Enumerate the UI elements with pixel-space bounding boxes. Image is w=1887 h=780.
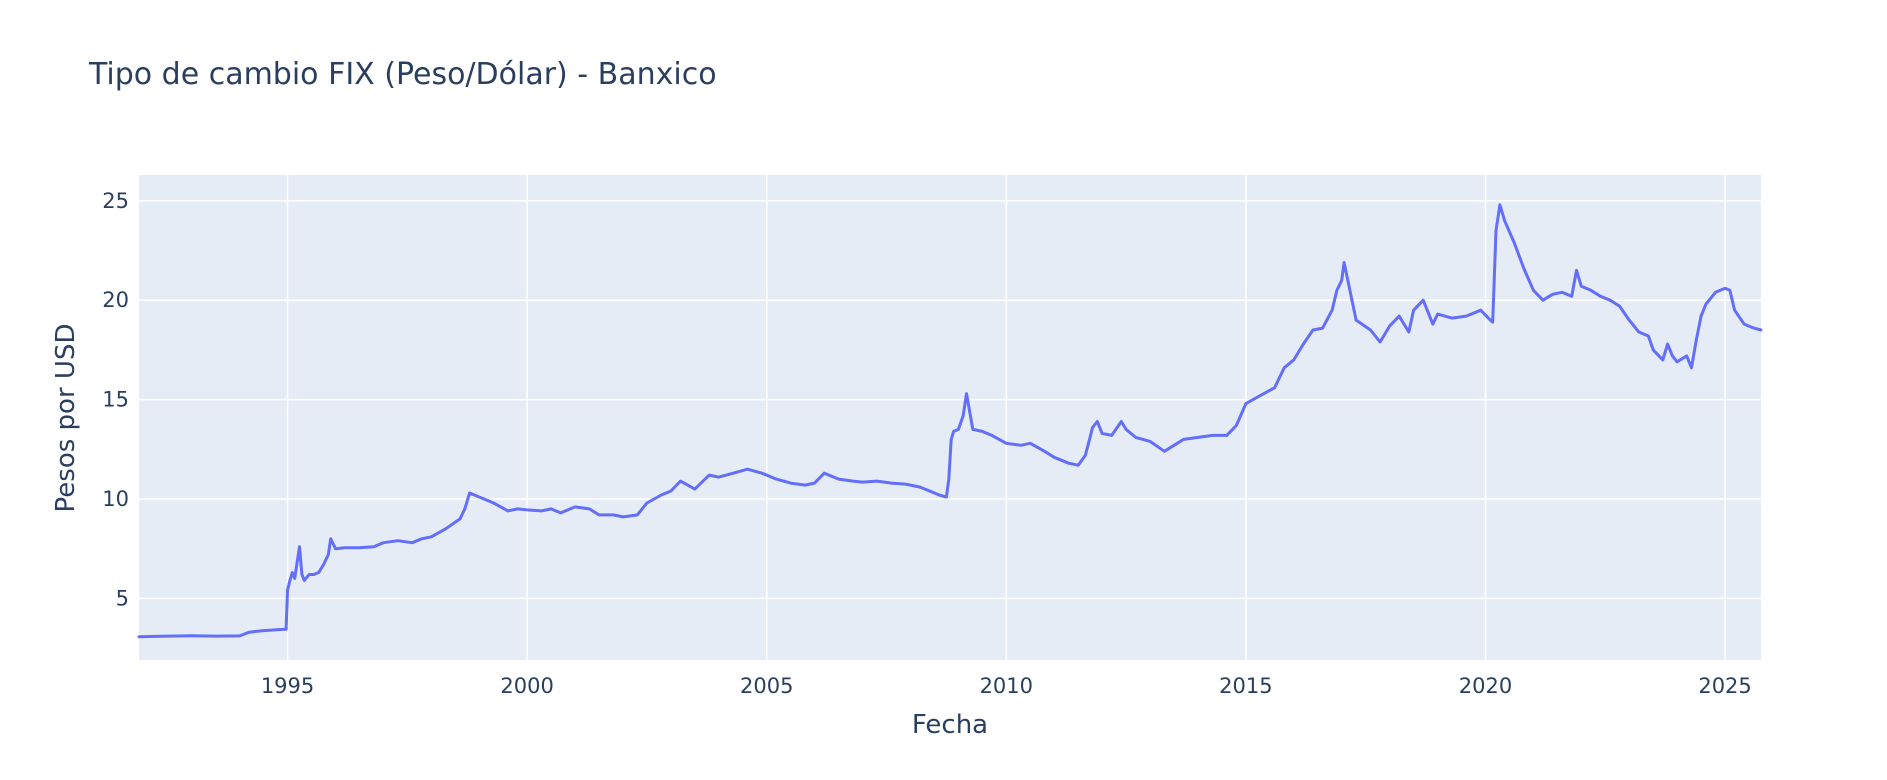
x-tick-label: 2005 bbox=[740, 674, 793, 698]
grid-lines bbox=[139, 175, 1761, 660]
y-tick-label: 25 bbox=[102, 189, 129, 213]
y-tick-label: 20 bbox=[102, 288, 129, 312]
series-line bbox=[137, 203, 1763, 639]
y-tick-label: 15 bbox=[102, 388, 129, 412]
x-axis-title: Fecha bbox=[912, 710, 988, 740]
x-tick-label: 1995 bbox=[261, 674, 314, 698]
x-tick-label: 2015 bbox=[1219, 674, 1272, 698]
y-tick-label: 5 bbox=[116, 586, 129, 610]
x-tick-label: 2025 bbox=[1698, 674, 1751, 698]
series-layer bbox=[137, 203, 1763, 639]
chart-title: Tipo de cambio FIX (Peso/Dólar) - Banxic… bbox=[88, 57, 717, 92]
y-axis-title: Pesos por USD bbox=[51, 324, 81, 513]
y-tick-label: 10 bbox=[102, 487, 129, 511]
plot-area bbox=[139, 175, 1761, 660]
x-tick-label: 2000 bbox=[500, 674, 553, 698]
x-tick-label: 2020 bbox=[1459, 674, 1512, 698]
x-tick-label: 2010 bbox=[980, 674, 1033, 698]
